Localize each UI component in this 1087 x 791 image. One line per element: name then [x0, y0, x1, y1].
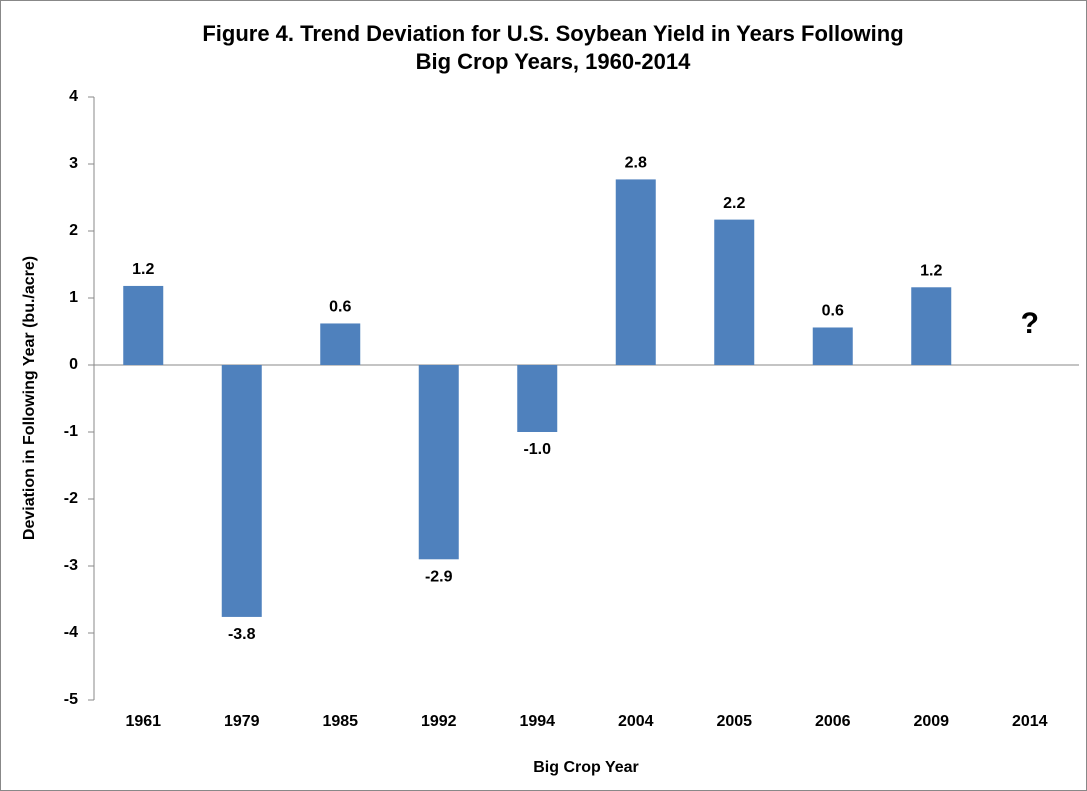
bar	[418, 365, 459, 560]
chart-title: Figure 4. Trend Deviation for U.S. Soybe…	[202, 21, 903, 46]
value-label: 0.6	[329, 299, 351, 316]
x-tick-label: 2005	[716, 713, 752, 730]
y-tick-label: 4	[69, 88, 78, 105]
bar	[320, 323, 361, 365]
x-tick-label: 2006	[815, 713, 851, 730]
x-tick-label: 2009	[913, 713, 949, 730]
x-axis-title: Big Crop Year	[533, 759, 639, 776]
x-tick-label: 1979	[224, 713, 260, 730]
x-tick-label: 1992	[421, 713, 457, 730]
x-tick-label: 1985	[322, 713, 358, 730]
y-tick-label: 0	[69, 356, 78, 373]
value-label: 0.6	[822, 303, 844, 320]
value-label: -2.9	[425, 569, 453, 586]
value-label: -3.8	[228, 626, 256, 643]
y-tick-label: 2	[69, 222, 78, 239]
x-tick-label: 2014	[1012, 713, 1048, 730]
x-tick-label: 1961	[125, 713, 161, 730]
value-label: 1.2	[132, 261, 154, 278]
value-label: 2.8	[625, 155, 647, 172]
bar	[714, 219, 755, 365]
y-tick-label: 3	[69, 155, 78, 172]
chart-title: Big Crop Years, 1960-2014	[416, 49, 692, 74]
y-tick-label: 1	[69, 289, 78, 306]
y-tick-label: -5	[64, 691, 78, 708]
bar	[911, 287, 952, 365]
y-tick-label: -2	[64, 490, 78, 507]
value-label: 2.2	[723, 195, 745, 212]
bar	[123, 285, 164, 365]
x-tick-label: 2004	[618, 713, 654, 730]
y-tick-label: -1	[64, 423, 78, 440]
y-tick-label: -4	[64, 624, 78, 641]
value-label: 1.2	[920, 262, 942, 279]
bar	[221, 365, 262, 617]
bar	[517, 365, 558, 432]
bar	[615, 179, 656, 365]
annotation: ?	[1021, 307, 1039, 340]
value-label: -1.0	[523, 441, 551, 458]
y-tick-label: -3	[64, 557, 78, 574]
x-tick-label: 1994	[519, 713, 555, 730]
y-axis-title: Deviation in Following Year (bu./acre)	[21, 256, 38, 540]
bar	[812, 327, 853, 365]
